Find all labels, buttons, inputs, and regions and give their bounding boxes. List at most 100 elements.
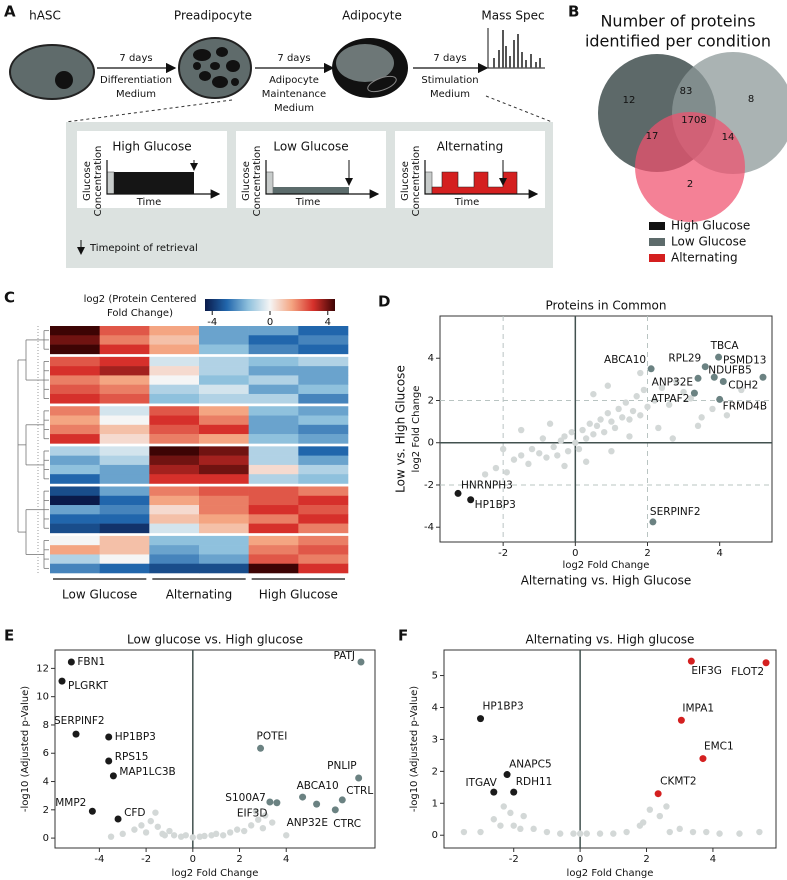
point: [654, 790, 662, 798]
heatmap-cell: [99, 505, 150, 515]
heatmap-cell: [149, 563, 200, 574]
heatmap-cell: [99, 446, 150, 456]
heatmap-cell: [298, 563, 349, 574]
baseline-glucose: [265, 171, 274, 195]
lipid-droplet: [216, 47, 228, 57]
heatmap-cell: [298, 464, 349, 475]
heatmap-cell: [248, 335, 299, 345]
condition-title: High Glucose: [112, 140, 191, 154]
medium: Differentiation: [100, 75, 172, 86]
retrieval-note: Timepoint of retrieval: [89, 243, 198, 254]
point: [105, 757, 113, 765]
duration: 7 days: [277, 53, 310, 64]
heatmap-cell: [99, 563, 150, 574]
venn-count: 83: [680, 86, 693, 97]
heatmap-cell: [199, 474, 249, 484]
point: [762, 659, 770, 667]
heatmap-cell: [99, 434, 150, 444]
point: [481, 471, 489, 478]
duration: 7 days: [119, 53, 152, 64]
heatmap-cell: [199, 486, 249, 497]
heatmap-cell: [199, 505, 249, 515]
point-label: POTEI: [257, 730, 288, 742]
heatmap-cell: [149, 384, 200, 395]
panel-letter: B: [568, 3, 579, 21]
glucose-profile: [114, 172, 194, 194]
heatmap-cell: [199, 366, 249, 376]
point: [590, 431, 597, 438]
heatmap-cell: [50, 393, 100, 404]
condition-ylabel: Glucose: [400, 161, 411, 201]
point: [656, 812, 663, 820]
heatmap-cell: [298, 344, 349, 355]
lipid-droplet: [212, 76, 228, 88]
heatmap-cell: [248, 495, 299, 506]
point-label: EIF3D: [237, 808, 268, 820]
heatmap-cell: [149, 393, 200, 404]
point-label: SERPINF2: [650, 506, 701, 518]
point: [262, 812, 269, 819]
y-tick-label: 2: [432, 766, 438, 777]
heatmap-cell: [199, 335, 249, 345]
point: [72, 730, 80, 738]
point-label: RPL29: [668, 353, 701, 365]
point: [525, 460, 532, 468]
heatmap-cell: [50, 486, 100, 497]
point: [640, 386, 648, 394]
heatmap-cell: [199, 424, 249, 435]
heatmap-cell: [149, 554, 200, 565]
point: [570, 830, 577, 837]
point-label: HP1BP3: [483, 701, 524, 713]
x-tick-label: 2: [236, 854, 242, 865]
heatmap-cell: [50, 326, 100, 336]
point: [226, 829, 234, 836]
heatmap-cell: [50, 406, 100, 416]
point: [499, 445, 507, 453]
point: [154, 823, 161, 830]
point: [701, 363, 709, 371]
point: [507, 809, 514, 817]
point: [590, 390, 597, 398]
glucose-profile: [273, 187, 349, 194]
heatmap-cell: [149, 424, 200, 435]
point-label: PATJ: [333, 650, 355, 662]
point-label: SERPINF2: [54, 715, 105, 727]
point: [114, 815, 122, 823]
heatmap-cell: [149, 326, 200, 336]
point: [189, 834, 197, 841]
point: [503, 469, 510, 476]
point: [88, 807, 96, 815]
point-label: RDH11: [516, 776, 553, 788]
heatmap-cell: [199, 554, 249, 565]
heatmap-cell: [248, 375, 299, 385]
heatmap-cell: [298, 335, 349, 345]
point: [142, 829, 150, 836]
point: [687, 395, 695, 402]
heatmap-cell: [50, 464, 100, 475]
point: [107, 833, 115, 840]
plot-frame: [54, 649, 376, 849]
point-label: TBCA: [710, 340, 740, 352]
point: [201, 832, 208, 840]
stage-label: Preadipocyte: [174, 9, 252, 23]
condition-ylabel: Concentration: [411, 146, 422, 217]
heatmap-cell: [199, 375, 249, 385]
heatmap-cell: [248, 464, 299, 475]
x-axis-label: log2 Fold Change: [172, 868, 259, 879]
heatmap-cell: [149, 344, 200, 355]
heatmap-cell: [298, 375, 349, 385]
point: [694, 422, 702, 430]
zoom-line: [65, 99, 233, 123]
condition-ylabel: Concentration: [93, 146, 104, 217]
heatmap-cell: [298, 523, 349, 534]
y-axis-label: log2 Fold Change: [411, 386, 422, 473]
heatmap-cell: [199, 545, 249, 555]
point-label: ANP32E: [287, 817, 328, 829]
point: [703, 828, 710, 836]
point: [500, 803, 507, 810]
legend-swatch: [649, 254, 665, 262]
x-tick-label: 0: [572, 548, 578, 559]
point-label: EMC1: [704, 741, 734, 753]
heatmap-cell: [298, 326, 349, 336]
point-label: MAP1LC3B: [119, 766, 175, 778]
